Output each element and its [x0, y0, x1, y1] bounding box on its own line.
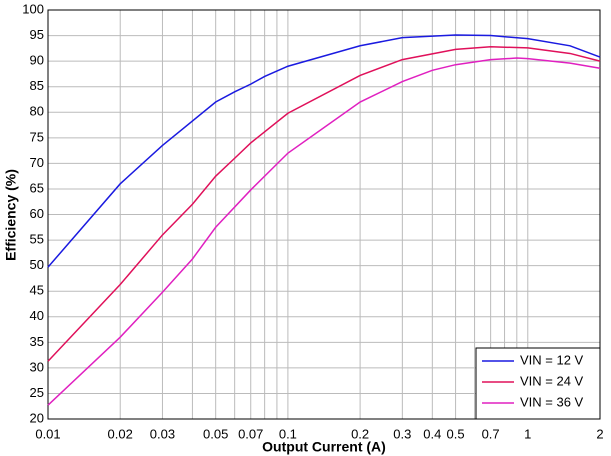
x-tick-label: 0.07	[238, 426, 263, 441]
x-tick-label: 0.02	[108, 426, 133, 441]
y-tick-label: 50	[30, 257, 44, 272]
x-tick-label: 0.2	[351, 426, 369, 441]
y-tick-label: 90	[30, 53, 44, 68]
x-axis-title: Output Current (A)	[262, 439, 386, 455]
legend-box	[475, 347, 601, 420]
y-tick-label: 45	[30, 283, 44, 298]
y-tick-label: 20	[30, 410, 44, 425]
y-tick-label: 75	[30, 129, 44, 144]
series-line	[47, 34, 601, 268]
y-axis-title: Efficiency (%)	[3, 169, 19, 261]
x-tick-label: 1	[524, 426, 531, 441]
y-tick-label: 25	[30, 385, 44, 400]
y-tick-label: 80	[30, 104, 44, 119]
legend-label: VIN = 12 V	[520, 352, 584, 367]
x-tick-label: 0.7	[482, 426, 500, 441]
y-tick-label: 85	[30, 78, 44, 93]
x-tick-label: 0.3	[393, 426, 411, 441]
series-line	[47, 46, 601, 362]
y-tick-label: 65	[30, 180, 44, 195]
y-tick-label: 95	[30, 27, 44, 42]
x-tick-label: 0.4	[423, 426, 441, 441]
x-tick-label: 0.1	[279, 426, 297, 441]
y-tick-label: 35	[30, 334, 44, 349]
y-tick-label: 70	[30, 155, 44, 170]
plot-frame	[47, 9, 601, 420]
y-tick-label: 60	[30, 206, 44, 221]
y-tick-label: 40	[30, 308, 44, 323]
x-tick-label: 0.5	[447, 426, 465, 441]
series-line	[47, 57, 601, 406]
y-tick-label: 100	[22, 1, 44, 16]
x-tick-label: 0.03	[150, 426, 175, 441]
x-tick-label: 0.05	[203, 426, 228, 441]
legend-label: VIN = 36 V	[520, 394, 584, 409]
x-tick-label: 0.01	[35, 426, 60, 441]
legend-label: VIN = 24 V	[520, 373, 584, 388]
y-tick-label: 30	[30, 359, 44, 374]
x-tick-label: 2	[596, 426, 603, 441]
y-tick-label: 55	[30, 232, 44, 247]
